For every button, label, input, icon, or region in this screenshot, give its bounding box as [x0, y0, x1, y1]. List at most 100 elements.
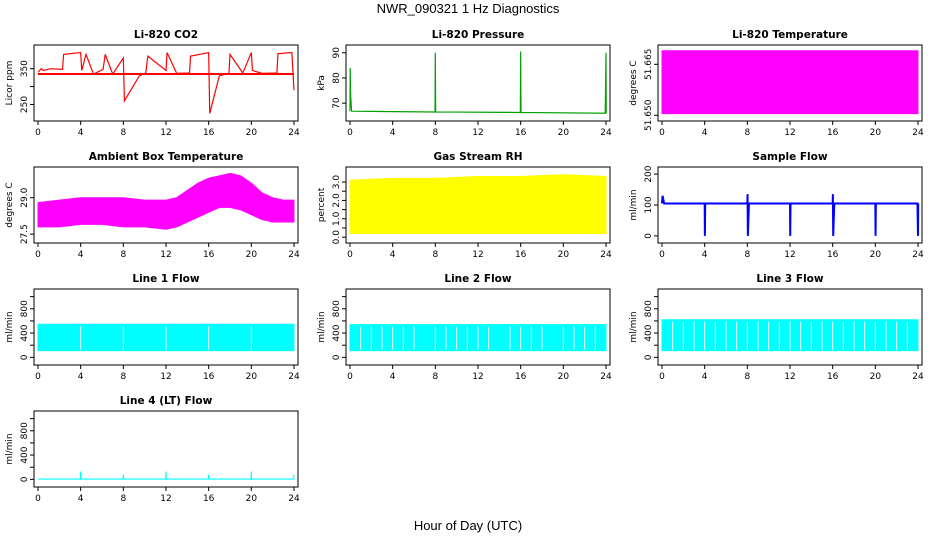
plot-frame [345, 44, 611, 122]
x-tick-label: 8 [744, 128, 750, 138]
x-tick-label: 0 [347, 250, 353, 260]
y-tick-label: 0 [20, 354, 30, 360]
x-tick-label: 16 [827, 128, 839, 138]
x-tick-label: 12 [784, 372, 795, 382]
x-tick-label: 24 [912, 128, 924, 138]
x-tick-label: 12 [160, 494, 171, 504]
series-line [661, 194, 920, 236]
panel-0: Li-820 CO2 0 4 8 12 16 20 24 250 350 Licor ppm [5, 29, 300, 138]
x-tick-label: 0 [659, 372, 665, 382]
y-tick-label: 80 [332, 72, 342, 84]
series-line [349, 51, 607, 114]
x-tick-label: 20 [246, 494, 258, 504]
y-tick-label: 0 [644, 233, 654, 239]
x-tick-label: 16 [515, 250, 527, 260]
series-band [661, 50, 919, 115]
x-tick-label: 16 [515, 372, 527, 382]
x-tick-label: 4 [390, 128, 396, 138]
x-tick-label: 4 [702, 250, 708, 260]
x-tick-label: 20 [246, 250, 258, 260]
y-axis-label: percent [317, 187, 327, 222]
x-tick-label: 4 [390, 372, 396, 382]
panel-title: Line 4 (LT) Flow [120, 395, 213, 407]
panel-9: Line 4 (LT) Flow 0 4 8 12 16 20 24 0 400 800 ml/min [5, 395, 300, 504]
panel-4: Gas Stream RH 0 4 8 12 16 20 24 0.0 1.0 2.0 3.0 perc… [317, 151, 612, 260]
x-tick-label: 12 [472, 250, 483, 260]
x-tick-label: 8 [120, 250, 126, 260]
x-tick-label: 24 [288, 250, 300, 260]
panel-title: Gas Stream RH [433, 151, 522, 163]
panel-7: Line 2 Flow 0 4 8 12 16 20 24 0 400 800 ml/min [317, 273, 612, 382]
x-tick-label: 4 [390, 250, 396, 260]
y-tick-label: 0 [332, 354, 342, 360]
y-axis-label: ml/min [5, 433, 15, 464]
y-tick-label: 800 [20, 422, 30, 439]
x-tick-label: 16 [203, 372, 215, 382]
x-tick-label: 12 [160, 250, 171, 260]
x-tick-label: 0 [659, 250, 665, 260]
x-tick-label: 0 [35, 128, 41, 138]
panel-6: Line 1 Flow 0 4 8 12 16 20 24 0 400 800 ml/min [5, 273, 300, 382]
y-axis-label: ml/min [5, 311, 15, 342]
y-axis-label: Licor ppm [5, 61, 15, 106]
x-tick-label: 20 [870, 128, 882, 138]
x-tick-label: 16 [827, 250, 839, 260]
x-tick-label: 0 [35, 494, 41, 504]
panel-2: Li-820 Temperature 0 4 8 12 16 20 24 51.650 51.66… [629, 29, 924, 138]
y-axis-label: ml/min [317, 311, 327, 342]
panel-title: Line 1 Flow [132, 273, 199, 285]
x-tick-label: 8 [744, 250, 750, 260]
y-tick-label: 0 [20, 476, 30, 482]
y-tick-label: 51.650 [644, 99, 654, 131]
series-band [37, 172, 295, 230]
y-tick-label: 100 [644, 196, 654, 213]
figure-title: NWR_090321 1 Hz Diagnostics [376, 1, 560, 16]
x-tick-label: 20 [246, 128, 258, 138]
x-tick-label: 16 [203, 128, 215, 138]
x-axis-common-label: Hour of Day (UTC) [413, 518, 523, 533]
panel-1: Li-820 Pressure 0 4 8 12 16 20 24 70 80 90 kPa [317, 29, 612, 138]
plot-frame [33, 44, 299, 122]
x-tick-label: 24 [288, 494, 300, 504]
x-tick-label: 8 [432, 372, 438, 382]
panel-3: Ambient Box Temperature 0 4 8 12 16 20 24 27.5 29… [5, 151, 300, 260]
x-tick-label: 20 [558, 372, 570, 382]
y-tick-label: 70 [332, 97, 342, 109]
x-tick-label: 16 [827, 372, 839, 382]
x-tick-label: 8 [120, 494, 126, 504]
series-line [37, 51, 295, 114]
panel-title: Li-820 Temperature [732, 29, 848, 41]
y-tick-label: 400 [644, 324, 654, 341]
x-tick-label: 12 [472, 372, 483, 382]
y-tick-label: 0.0 [332, 230, 342, 245]
y-tick-label: 800 [20, 300, 30, 317]
x-tick-label: 4 [702, 128, 708, 138]
x-tick-label: 8 [744, 372, 750, 382]
x-tick-label: 12 [160, 128, 171, 138]
y-tick-label: 90 [332, 47, 342, 59]
y-tick-label: 0 [644, 354, 654, 360]
panel-title: Sample Flow [752, 151, 827, 163]
y-axis-label: kPa [317, 75, 327, 91]
panel-8: Line 3 Flow 0 4 8 12 16 20 24 0 400 800 ml/min [629, 273, 924, 382]
y-tick-label: 400 [332, 324, 342, 341]
x-tick-label: 8 [120, 128, 126, 138]
panel-title: Ambient Box Temperature [89, 151, 244, 163]
panel-title: Li-820 Pressure [432, 29, 525, 41]
y-tick-label: 1.0 [332, 211, 342, 226]
y-tick-label: 3.0 [332, 175, 342, 190]
x-tick-label: 0 [35, 372, 41, 382]
x-tick-label: 20 [246, 372, 258, 382]
x-tick-label: 0 [35, 250, 41, 260]
x-tick-label: 24 [288, 128, 300, 138]
y-tick-label: 350 [20, 60, 30, 77]
y-tick-label: 800 [332, 300, 342, 317]
y-tick-label: 29.0 [20, 187, 30, 207]
x-tick-label: 24 [288, 372, 300, 382]
x-tick-label: 12 [784, 250, 795, 260]
x-tick-label: 20 [558, 250, 570, 260]
series-line [38, 471, 295, 480]
x-tick-label: 4 [78, 128, 84, 138]
x-tick-label: 12 [784, 128, 795, 138]
x-tick-label: 4 [78, 250, 84, 260]
